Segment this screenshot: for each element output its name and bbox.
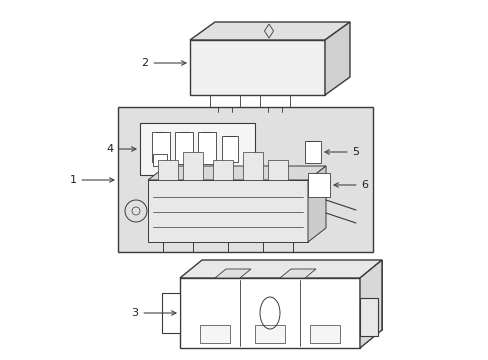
Polygon shape	[215, 269, 250, 278]
Polygon shape	[307, 166, 325, 242]
Polygon shape	[325, 22, 349, 95]
Bar	[213, 160, 232, 180]
Polygon shape	[190, 22, 349, 40]
Polygon shape	[180, 260, 381, 278]
Text: 3: 3	[131, 308, 176, 318]
Text: 5: 5	[325, 147, 359, 157]
Polygon shape	[148, 180, 307, 242]
Bar	[198, 132, 216, 164]
Bar	[309, 325, 339, 343]
Polygon shape	[359, 260, 381, 348]
Bar	[158, 160, 178, 180]
Polygon shape	[180, 278, 359, 348]
Bar	[140, 123, 254, 175]
Polygon shape	[280, 269, 315, 278]
Bar	[200, 325, 229, 343]
Bar	[243, 152, 263, 180]
Bar	[222, 136, 238, 162]
Bar	[254, 325, 285, 343]
Bar	[152, 132, 170, 162]
Bar	[305, 141, 320, 163]
Text: 4: 4	[106, 144, 136, 154]
Bar	[183, 152, 203, 180]
Bar	[175, 132, 193, 164]
Text: 6: 6	[333, 180, 368, 190]
Bar	[118, 107, 372, 252]
Polygon shape	[202, 260, 381, 330]
Polygon shape	[264, 24, 273, 38]
Polygon shape	[148, 166, 325, 180]
Bar	[307, 173, 329, 197]
Text: 2: 2	[141, 58, 185, 68]
Polygon shape	[190, 40, 325, 95]
Bar	[267, 160, 287, 180]
Polygon shape	[162, 293, 180, 333]
Polygon shape	[359, 298, 377, 336]
Text: 1: 1	[69, 175, 114, 185]
Bar	[153, 154, 167, 166]
